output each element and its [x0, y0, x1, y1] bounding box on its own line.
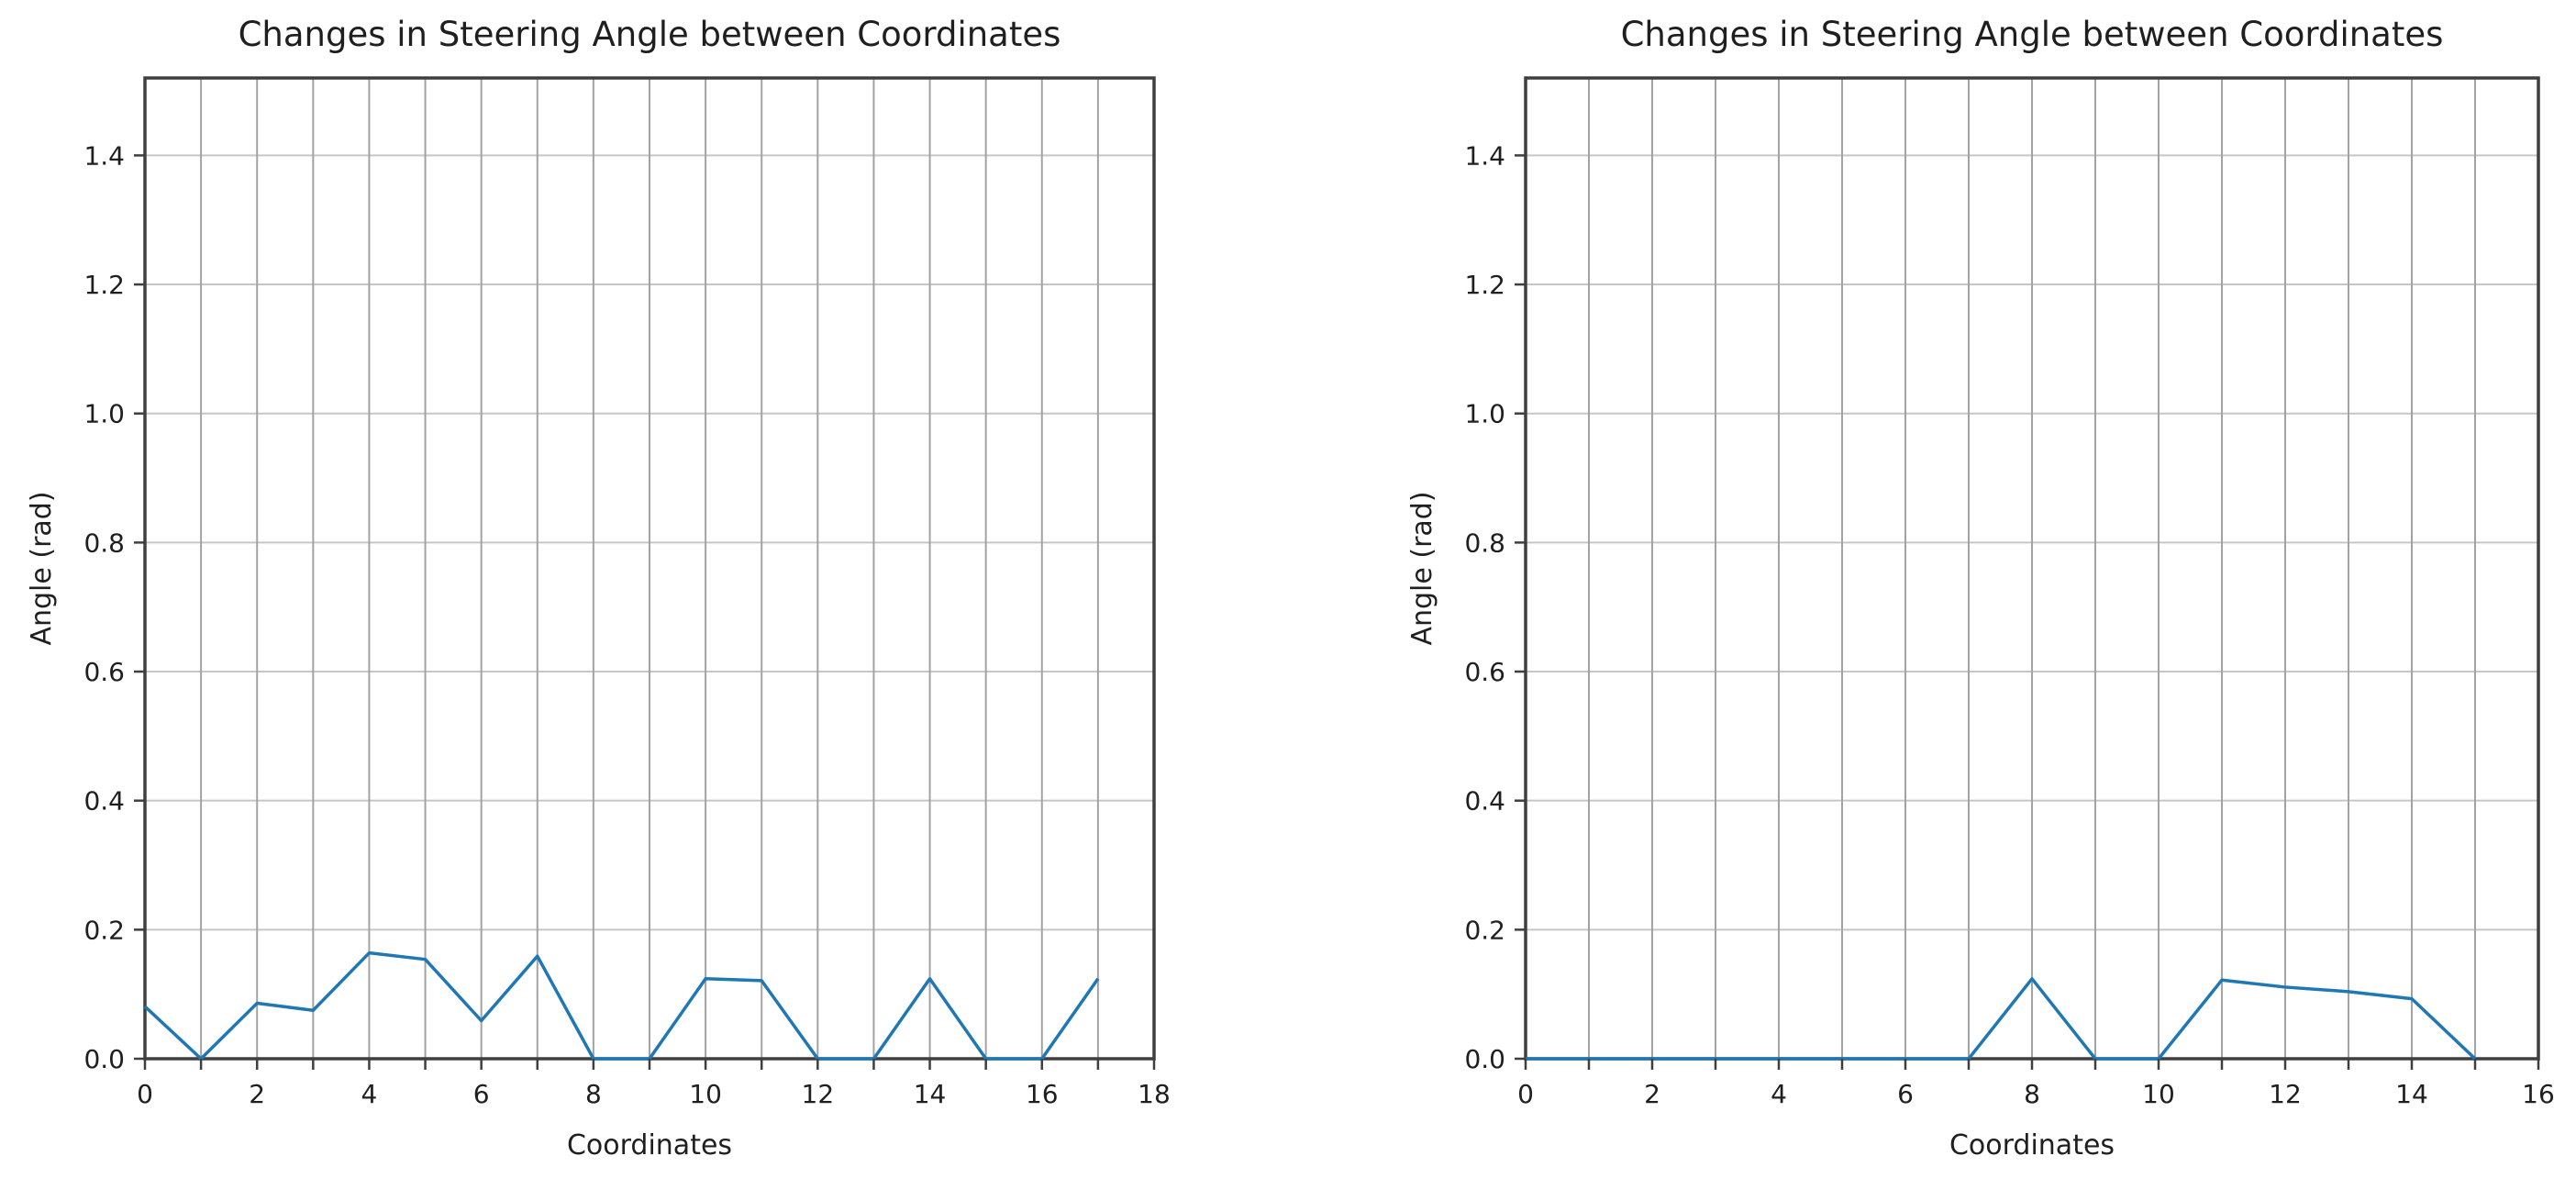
svg-text:6: 6 [473, 1079, 490, 1109]
series-line [1526, 977, 2477, 1061]
y-axis-label: Angle (rad) [1406, 491, 1438, 645]
x-gridlines [1525, 78, 2539, 1059]
chart-title: Changes in Steering Angle between Coordi… [239, 15, 1061, 54]
svg-text:1.0: 1.0 [83, 399, 125, 429]
svg-text:8: 8 [585, 1079, 602, 1109]
x-ticks [1524, 1059, 2540, 1070]
svg-text:14: 14 [2395, 1079, 2428, 1109]
svg-text:1.0: 1.0 [1464, 399, 1505, 429]
svg-text:4: 4 [361, 1079, 378, 1109]
svg-text:0: 0 [1517, 1079, 1534, 1109]
svg-text:0.2: 0.2 [1464, 915, 1505, 945]
svg-text:18: 18 [1138, 1079, 1171, 1109]
x-axis-label: Coordinates [1949, 1129, 2115, 1161]
x-tick-labels: 0 2 4 6 8 10 12 14 16 [1517, 1079, 2555, 1109]
svg-text:0.4: 0.4 [83, 786, 125, 817]
svg-text:16: 16 [2522, 1079, 2555, 1109]
y-tick-labels: 0.0 0.2 0.4 0.6 0.8 1.0 1.2 1.4 [83, 140, 125, 1074]
svg-text:4: 4 [1771, 1079, 1787, 1109]
svg-text:12: 12 [802, 1079, 835, 1109]
svg-text:0: 0 [137, 1079, 153, 1109]
x-axis-label: Coordinates [567, 1129, 732, 1161]
x-gridlines [144, 78, 1155, 1059]
svg-text:0.4: 0.4 [1464, 786, 1505, 817]
svg-text:16: 16 [1026, 1079, 1059, 1109]
chart-canvas: 0 2 4 6 8 10 12 14 16 18 0.0 0.2 0.4 0.6 0.8 1.0 1.2 1.4 C… [26, 15, 1171, 1161]
svg-text:0.0: 0.0 [1464, 1044, 1505, 1074]
svg-text:10: 10 [2142, 1079, 2175, 1109]
svg-text:1.2: 1.2 [83, 270, 125, 300]
svg-text:2: 2 [1644, 1079, 1660, 1109]
svg-text:1.4: 1.4 [83, 140, 125, 171]
svg-text:0.0: 0.0 [83, 1044, 125, 1074]
svg-text:0.6: 0.6 [1464, 657, 1505, 687]
svg-text:12: 12 [2269, 1079, 2302, 1109]
svg-text:2: 2 [249, 1079, 265, 1109]
svg-text:10: 10 [689, 1079, 722, 1109]
steering-angle-chart-right: 0 2 4 6 8 10 12 14 16 0.0 0.2 0.4 0.6 0.8 1.0 1.2 1.4 Cha… [1284, 0, 2576, 1178]
svg-text:0.6: 0.6 [83, 657, 125, 687]
svg-text:0.8: 0.8 [1464, 528, 1505, 558]
svg-text:0.2: 0.2 [83, 915, 125, 945]
y-tick-labels: 0.0 0.2 0.4 0.6 0.8 1.0 1.2 1.4 [1464, 140, 1505, 1074]
y-ticks [1515, 154, 1526, 1061]
svg-text:0.8: 0.8 [83, 528, 125, 558]
svg-text:6: 6 [1897, 1079, 1914, 1109]
chart-canvas: 0 2 4 6 8 10 12 14 16 0.0 0.2 0.4 0.6 0.8 1.0 1.2 1.4 Cha… [1406, 15, 2555, 1161]
y-axis-label: Angle (rad) [26, 491, 58, 645]
svg-text:8: 8 [2024, 1079, 2040, 1109]
svg-text:1.4: 1.4 [1464, 140, 1505, 171]
y-ticks [134, 154, 145, 1061]
x-tick-labels: 0 2 4 6 8 10 12 14 16 18 [137, 1079, 1171, 1109]
x-ticks [143, 1059, 1156, 1070]
svg-text:1.2: 1.2 [1464, 270, 1505, 300]
chart-title: Changes in Steering Angle between Coordi… [1621, 15, 2444, 54]
steering-angle-chart-left: 0 2 4 6 8 10 12 14 16 18 0.0 0.2 0.4 0.6 0.8 1.0 1.2 1.4 C… [0, 0, 1284, 1178]
series-line [143, 950, 1100, 1061]
svg-text:14: 14 [914, 1079, 947, 1109]
